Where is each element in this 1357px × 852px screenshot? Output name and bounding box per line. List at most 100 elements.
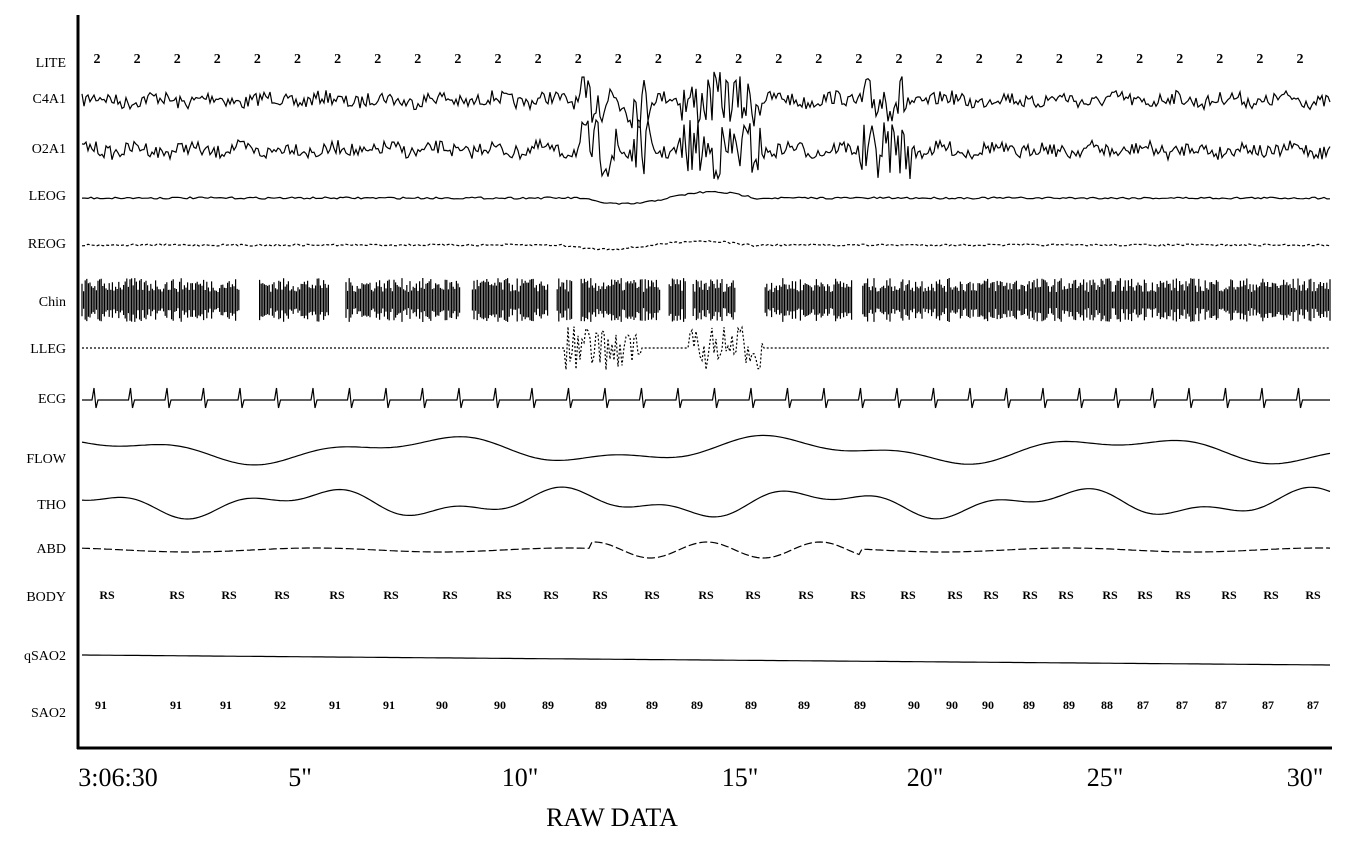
lite-value: 2 <box>815 52 822 67</box>
lite-value: 2 <box>1056 52 1063 67</box>
reog-trace <box>81 240 1331 251</box>
body-value: RS <box>496 588 512 602</box>
ecg-trace <box>82 387 1330 409</box>
body-value: RS <box>1022 588 1038 602</box>
lite-value: 2 <box>775 52 782 67</box>
sao2-value: 89 <box>798 698 810 712</box>
body-value: RS <box>1137 588 1153 602</box>
sao2-value: 89 <box>595 698 607 712</box>
channel-label: qSAO2 <box>24 649 66 664</box>
abd-trace <box>81 541 1331 559</box>
lite-value: 2 <box>855 52 862 67</box>
sao2-value: 89 <box>646 698 658 712</box>
lite-value: 2 <box>94 52 101 67</box>
lite-value: 2 <box>1096 52 1103 67</box>
lite-value: 2 <box>1297 52 1304 67</box>
lite-value: 2 <box>214 52 221 67</box>
sao2-value: 87 <box>1307 698 1319 712</box>
body-value: RS <box>221 588 237 602</box>
lite-value: 2 <box>1136 52 1143 67</box>
sao2-value: 91 <box>329 698 341 712</box>
sao2-value: 87 <box>1137 698 1149 712</box>
body-value: RS <box>947 588 963 602</box>
body-value: RS <box>698 588 714 602</box>
channel-label: C4A1 <box>33 92 66 107</box>
sao2-value: 88 <box>1101 698 1113 712</box>
body-value: RS <box>1175 588 1191 602</box>
leog-trace <box>82 190 1331 205</box>
body-value: RS <box>592 588 608 602</box>
sao2-value: 89 <box>1023 698 1035 712</box>
time-label: 3:06:30 <box>78 763 157 792</box>
sao2-value: 90 <box>908 698 920 712</box>
body-value: RS <box>543 588 559 602</box>
sao2-value: 89 <box>691 698 703 712</box>
body-value: RS <box>1058 588 1074 602</box>
lleg-trace <box>82 325 1330 370</box>
channel-label: ABD <box>36 542 66 557</box>
sao2-value: 89 <box>745 698 757 712</box>
caption: RAW DATA <box>546 803 678 832</box>
sao2-value: 91 <box>383 698 395 712</box>
time-label: 30" <box>1287 763 1324 792</box>
lite-value: 2 <box>936 52 943 67</box>
lite-value: 2 <box>655 52 662 67</box>
channel-label: FLOW <box>26 452 66 467</box>
lite-value: 2 <box>414 52 421 67</box>
sao2-value: 90 <box>946 698 958 712</box>
body-value: RS <box>745 588 761 602</box>
flow-trace <box>81 434 1331 466</box>
sao2-value: 91 <box>170 698 182 712</box>
body-value: RS <box>442 588 458 602</box>
lite-value: 2 <box>575 52 582 67</box>
sao2-value: 90 <box>436 698 448 712</box>
lite-value: 2 <box>134 52 141 67</box>
chin-trace <box>81 278 1331 322</box>
channel-label: Chin <box>39 295 66 310</box>
lite-value: 2 <box>495 52 502 67</box>
body-value: RS <box>329 588 345 602</box>
sao2-value: 91 <box>95 698 107 712</box>
body-value: RS <box>644 588 660 602</box>
body-value: RS <box>274 588 290 602</box>
body-value: RS <box>383 588 399 602</box>
lite-value: 2 <box>896 52 903 67</box>
channel-label: LLEG <box>30 342 66 357</box>
time-label: 10" <box>502 763 539 792</box>
sao2-value: 87 <box>1215 698 1227 712</box>
channel-label: LITE <box>36 56 66 71</box>
lite-value: 2 <box>334 52 341 67</box>
c4a1-trace <box>81 71 1331 129</box>
lite-value: 2 <box>374 52 381 67</box>
sao2-value: 91 <box>220 698 232 712</box>
body-value: RS <box>99 588 115 602</box>
lite-value: 2 <box>1016 52 1023 67</box>
lite-value: 2 <box>1216 52 1223 67</box>
body-value: RS <box>983 588 999 602</box>
body-value: RS <box>1221 588 1237 602</box>
sao2-value: 90 <box>494 698 506 712</box>
sao2-value: 89 <box>542 698 554 712</box>
channel-label: BODY <box>26 590 66 605</box>
body-value: RS <box>169 588 185 602</box>
channel-label: REOG <box>28 237 66 252</box>
lite-value: 2 <box>1176 52 1183 67</box>
channel-label: O2A1 <box>32 142 66 157</box>
lite-value: 2 <box>976 52 983 67</box>
sao2-value: 89 <box>854 698 866 712</box>
channel-label: THO <box>37 498 66 513</box>
lite-value: 2 <box>254 52 261 67</box>
time-label: 25" <box>1087 763 1124 792</box>
body-value: RS <box>1305 588 1321 602</box>
time-label: 5" <box>288 763 312 792</box>
channel-label: SAO2 <box>31 706 66 721</box>
time-label: 20" <box>907 763 944 792</box>
tho-trace <box>81 486 1331 520</box>
sao2-value: 92 <box>274 698 286 712</box>
lite-value: 2 <box>695 52 702 67</box>
body-value: RS <box>900 588 916 602</box>
o2a1-trace <box>81 118 1331 181</box>
lite-value: 2 <box>294 52 301 67</box>
time-label: 15" <box>722 763 759 792</box>
